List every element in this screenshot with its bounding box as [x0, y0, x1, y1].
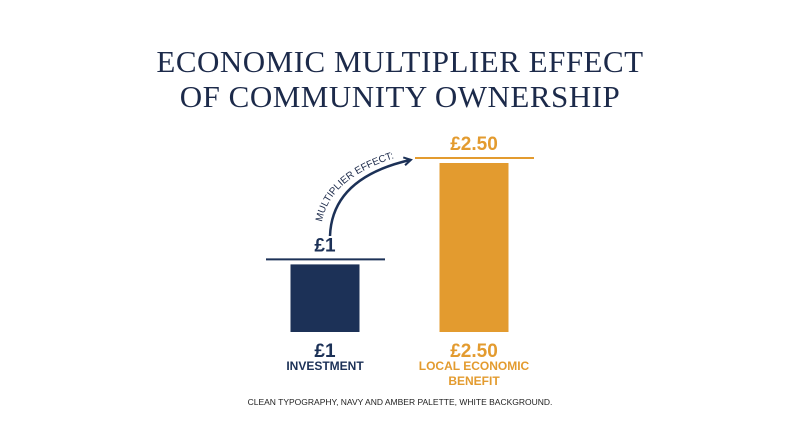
chart-title: OF COMMUNITY OWNERSHIP: [180, 79, 620, 114]
chart-title: ECONOMIC MULTIPLIER EFFECT: [156, 44, 643, 79]
category-label: INVESTMENT: [286, 359, 364, 373]
value-label: £1: [314, 341, 336, 362]
bar: [439, 163, 509, 332]
category-label: LOCAL ECONOMIC BENEFIT: [418, 359, 530, 388]
multiplier-arrow: [328, 160, 410, 237]
category-text: INVESTMENT: [286, 359, 364, 373]
category-text: LOCAL ECONOMIC BENEFIT: [418, 359, 530, 388]
footnote: CLEAN TYPOGRAPHY, NAVY AND AMBER PALETTE…: [248, 397, 553, 407]
bar: [290, 264, 360, 332]
value-label: £2.50: [450, 341, 498, 362]
value-label: £1: [314, 235, 336, 256]
value-label: £2.50: [450, 134, 498, 155]
